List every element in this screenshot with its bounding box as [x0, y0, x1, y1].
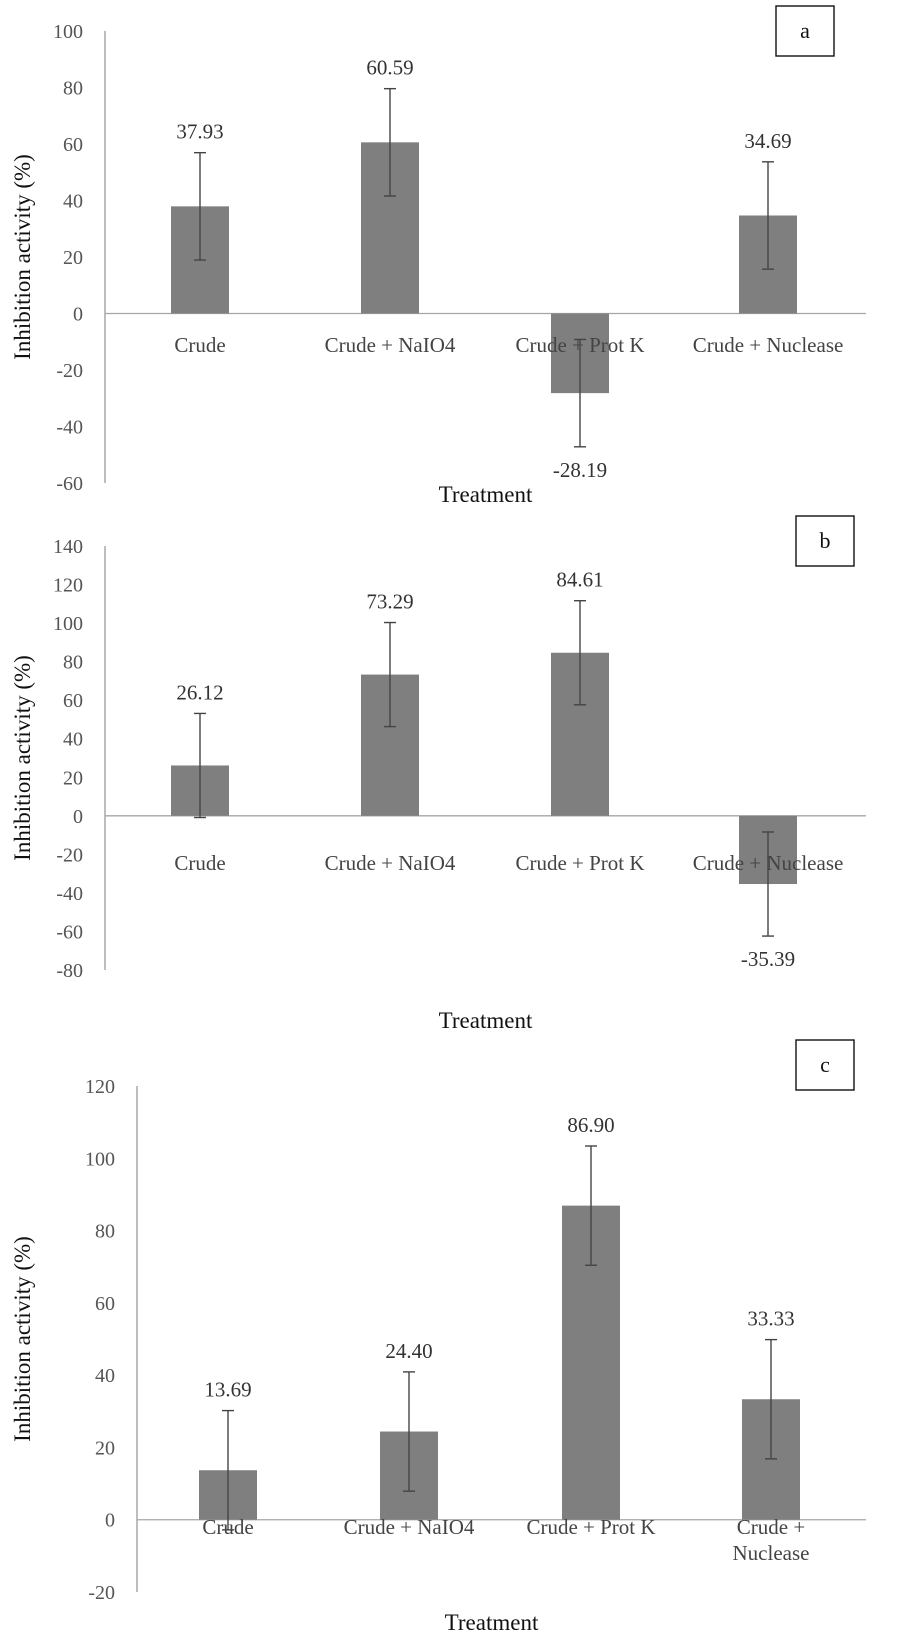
panel-label: c: [820, 1052, 830, 1077]
y-tick-label: -60: [56, 921, 83, 943]
y-tick-label: -40: [56, 883, 83, 905]
panel-label: a: [800, 18, 810, 43]
y-tick-label: 20: [63, 767, 83, 789]
y-axis-title: Inhibition activity (%): [10, 1236, 35, 1442]
data-label: 84.61: [556, 568, 603, 592]
y-tick-label: 0: [73, 304, 83, 326]
x-axis-title: Treatment: [439, 482, 533, 507]
chart-panel-b: 140 120 100 80 60 40 20 0 -20 -40 -60 -80 26.12 Crude…: [10, 515, 866, 1033]
x-tick-label: Crude: [174, 851, 225, 875]
x-tick-label: Nuclease: [733, 1541, 810, 1565]
panel-label-box: [795, 1039, 855, 1091]
y-tick-label: 0: [105, 1510, 115, 1532]
x-axis-title: Treatment: [445, 1610, 539, 1635]
y-tick-label: 40: [63, 729, 83, 751]
y-tick-label: 80: [95, 1221, 115, 1243]
x-tick-label: Crude + Nuclease: [693, 851, 844, 875]
y-tick-label: 20: [95, 1437, 115, 1459]
data-label: -35.39: [741, 947, 795, 971]
y-tick-label: 80: [63, 78, 83, 100]
x-tick-label: Crude + Nuclease: [693, 333, 844, 357]
y-tick-label: -60: [56, 473, 83, 495]
y-tick-label: 40: [63, 191, 83, 213]
x-axis-title: Treatment: [439, 1008, 533, 1033]
data-label: 60.59: [366, 56, 413, 80]
y-axis-title: Inhibition activity (%): [10, 655, 35, 861]
x-tick-label: Crude + NaIO4: [344, 1515, 475, 1539]
data-label: 73.29: [366, 590, 413, 614]
panel-label: b: [820, 528, 831, 553]
data-label: 37.93: [176, 120, 223, 144]
panel-label-box: [795, 515, 855, 567]
y-tick-label: 100: [53, 613, 83, 635]
y-tick-label: 120: [53, 575, 83, 597]
x-tick-label: Crude: [202, 1515, 253, 1539]
y-tick-label: 140: [53, 536, 83, 558]
x-tick-label: Crude + Prot K: [515, 333, 644, 357]
y-tick-label: 80: [63, 652, 83, 674]
y-tick-label: 20: [63, 247, 83, 269]
y-tick-label: -20: [56, 360, 83, 382]
x-tick-label: Crude: [174, 333, 225, 357]
y-tick-label: 60: [63, 690, 83, 712]
data-label: 33.33: [747, 1307, 794, 1331]
x-tick-label: Crude + Prot K: [515, 851, 644, 875]
data-label: 34.69: [744, 129, 791, 153]
data-label: -28.19: [553, 458, 607, 482]
y-tick-label: 60: [95, 1293, 115, 1315]
y-tick-label: -40: [56, 417, 83, 439]
data-label: 24.40: [385, 1339, 432, 1363]
data-label: 26.12: [176, 680, 223, 704]
panel-label-box: [775, 5, 835, 57]
y-tick-label: 60: [63, 134, 83, 156]
chart-panel-c: 120 100 80 60 40 20 0 -20 13.69 Crude 24.40 Crude +…: [10, 1039, 866, 1635]
y-tick-label: 40: [95, 1365, 115, 1387]
y-tick-label: 100: [53, 21, 83, 43]
x-tick-label: Crude + NaIO4: [325, 851, 456, 875]
y-tick-label: -80: [56, 960, 83, 982]
y-tick-label: -20: [56, 844, 83, 866]
y-axis-title: Inhibition activity (%): [10, 154, 35, 360]
y-tick-label: 100: [85, 1148, 115, 1170]
x-tick-label: Crude + Prot K: [526, 1515, 655, 1539]
y-tick-label: 0: [73, 806, 83, 828]
data-label: 86.90: [567, 1113, 614, 1137]
x-tick-label: Crude + NaIO4: [325, 333, 456, 357]
data-label: 13.69: [204, 1378, 251, 1402]
y-tick-label: -20: [88, 1582, 115, 1604]
x-tick-label: Crude +: [737, 1515, 805, 1539]
y-tick-label: 120: [85, 1076, 115, 1098]
chart-panel-a: 100 80 60 40 20 0 -20 -40 -60 37.93 Crude 60.59 Crud…: [10, 5, 866, 507]
